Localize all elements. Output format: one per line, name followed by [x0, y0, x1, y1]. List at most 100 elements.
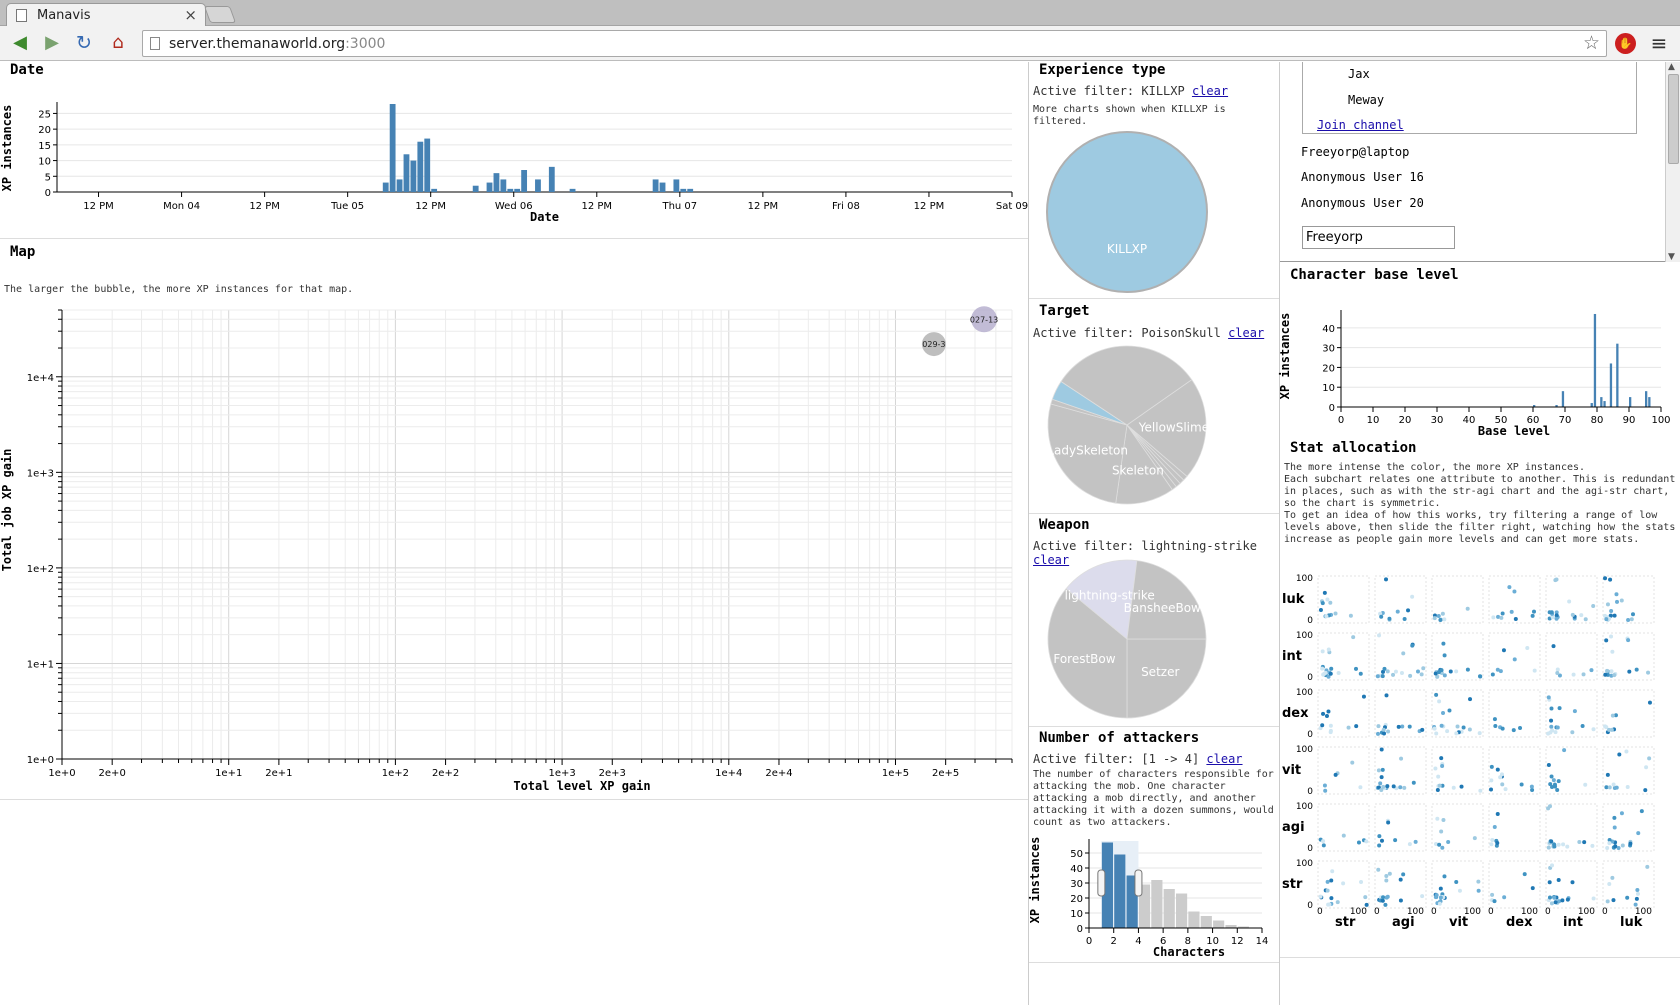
stat-dot [1325, 888, 1330, 893]
scroll-down-icon[interactable]: ▼ [1668, 252, 1675, 262]
weapon-filter: Active filter: lightning-strike clear [1033, 539, 1257, 567]
weapon-clear-link[interactable]: clear [1033, 553, 1070, 567]
attackers-clear-link[interactable]: clear [1206, 752, 1243, 766]
stat-dot [1325, 597, 1330, 602]
map-chart[interactable]: 1e+0 2e+0 1e+1 2e+1 1e+2 2e+2 1e+3 2e+3 1e+4 2e+4… [0, 62, 1030, 802]
date-bar [431, 188, 438, 192]
stat-dot [1548, 782, 1553, 787]
stat-dot [1438, 895, 1443, 900]
stat-dot [1605, 602, 1610, 607]
forward-arrow-icon[interactable]: ▶ [45, 32, 59, 53]
stat-dot [1549, 901, 1554, 906]
stat-dot [1380, 674, 1385, 679]
subchart-frame [1488, 632, 1541, 681]
y-tick-label: 0 [1077, 924, 1083, 935]
chat-scrollbar[interactable]: ▲ ▼ [1665, 62, 1680, 262]
x-tick-label: 1e+5 [882, 768, 909, 779]
stat-dot [1617, 752, 1622, 757]
y-tick-label: 0 [45, 188, 51, 199]
star-icon[interactable]: ☆ [1582, 32, 1600, 54]
x-tick-label: 1e+2 [382, 768, 409, 779]
x-tick-label: 10 [1367, 415, 1380, 426]
stat-dot [1457, 888, 1462, 893]
attackers-chart[interactable]: 0 10 20 30 40 50 0 2 4 6 8 10 12 14 Characters XP insta… [1028, 62, 1280, 962]
x-tick-label: 0 [1431, 907, 1437, 917]
exp-clear-link[interactable]: clear [1191, 84, 1229, 98]
stat-dot [1613, 713, 1618, 718]
scroll-thumb[interactable] [1668, 74, 1679, 164]
stat-dot [1410, 594, 1415, 599]
y-tick-label: 30 [1070, 879, 1083, 890]
home-icon[interactable]: ⌂ [112, 32, 124, 53]
stat-dot [1441, 818, 1446, 823]
address-bar[interactable]: server.themanaworld.org:3000 ☆ [142, 30, 1607, 57]
date-bar [680, 188, 687, 192]
stat-dot [1492, 899, 1497, 904]
stat-dot [1381, 784, 1386, 789]
stat-dot [1549, 724, 1554, 729]
stat-dot [1385, 894, 1390, 899]
nickname-input[interactable] [1302, 226, 1455, 249]
new-tab-button[interactable] [203, 6, 237, 23]
level-chart[interactable]: 0 10 20 30 40 0 10 20 30 40 50 60 70 80 90 100 Base leve… [1278, 62, 1680, 442]
stat-dot [1501, 648, 1506, 653]
stat-dot [1490, 672, 1495, 677]
weapon-pie[interactable]: Setzer ForestBow lightning-strikeBansheeBo… [1030, 62, 1280, 742]
attackers-bar [1114, 854, 1126, 928]
stat-dot [1567, 599, 1572, 604]
stat-dot [1434, 731, 1439, 736]
subchart-frame [1374, 575, 1427, 624]
tab-strip: Manavis × [0, 0, 1680, 27]
stat-dot [1548, 804, 1553, 809]
stat-dot [1609, 727, 1614, 732]
stat-dot [1581, 672, 1586, 677]
stat-dot [1335, 900, 1340, 905]
attackers-title: Number of attackers [1039, 730, 1200, 746]
pie-label: lightning-strike [1065, 588, 1155, 602]
stat-dot [1583, 782, 1588, 787]
y-tick-label: 0 [1307, 673, 1313, 683]
stat-dot [1325, 879, 1330, 884]
stat-dot [1318, 894, 1323, 899]
stat-dot [1421, 666, 1426, 671]
stat-dot [1530, 886, 1535, 891]
stat-dot [1440, 611, 1445, 616]
exp-pie[interactable]: KILLXP [1030, 62, 1280, 293]
stat-dot [1440, 845, 1445, 850]
join-channel-link[interactable]: Join channel [1317, 118, 1404, 132]
pie-slice [1060, 345, 1193, 426]
map-bubble [921, 332, 946, 357]
date-chart[interactable]: 0 5 10 15 20 25 12 PM Mon 04 12 PM Tue 05 12 PM Wed… [0, 62, 1030, 232]
subchart-frame [1374, 746, 1427, 795]
stat-matrix[interactable]: luk1000int1000dex1000vit1000agi1000str10… [1280, 62, 1680, 962]
stat-dot [1607, 727, 1612, 732]
stat-dot [1509, 609, 1514, 614]
back-arrow-icon[interactable]: ◀ [13, 32, 27, 53]
chat-panel: Jax Meway Join channel Freeyorp@laptop A… [1280, 62, 1665, 262]
target-clear-link[interactable]: clear [1228, 326, 1265, 340]
target-pie[interactable]: YellowSlime Skeleton LadySkeleton [1030, 62, 1280, 512]
adblock-icon[interactable]: ✋ [1615, 33, 1636, 54]
stat-dot [1350, 760, 1355, 765]
stat-dot [1454, 879, 1459, 884]
stat-dot [1476, 879, 1481, 884]
stat-dot [1646, 670, 1651, 675]
stat-dot [1413, 839, 1418, 844]
subchart-frame [1374, 689, 1427, 738]
stat-dot [1572, 709, 1577, 714]
hamburger-menu-icon[interactable]: ≡ [1650, 31, 1668, 55]
stat-dot [1432, 726, 1437, 731]
stat-dot [1439, 756, 1444, 761]
subchart-frame [1602, 803, 1655, 852]
stat-dot [1377, 633, 1382, 638]
y-tick-label: 20 [38, 125, 51, 136]
stat-dot [1554, 616, 1559, 621]
tab-close-icon[interactable]: × [184, 6, 197, 24]
x-tick-label: 0 [1374, 907, 1380, 917]
reload-icon[interactable]: ↻ [76, 32, 92, 54]
browser-tab[interactable]: Manavis × [6, 3, 206, 27]
stat-dot [1379, 747, 1384, 752]
stat-dot [1616, 845, 1621, 850]
stat-dot [1513, 616, 1518, 621]
scroll-up-icon[interactable]: ▲ [1668, 62, 1675, 72]
